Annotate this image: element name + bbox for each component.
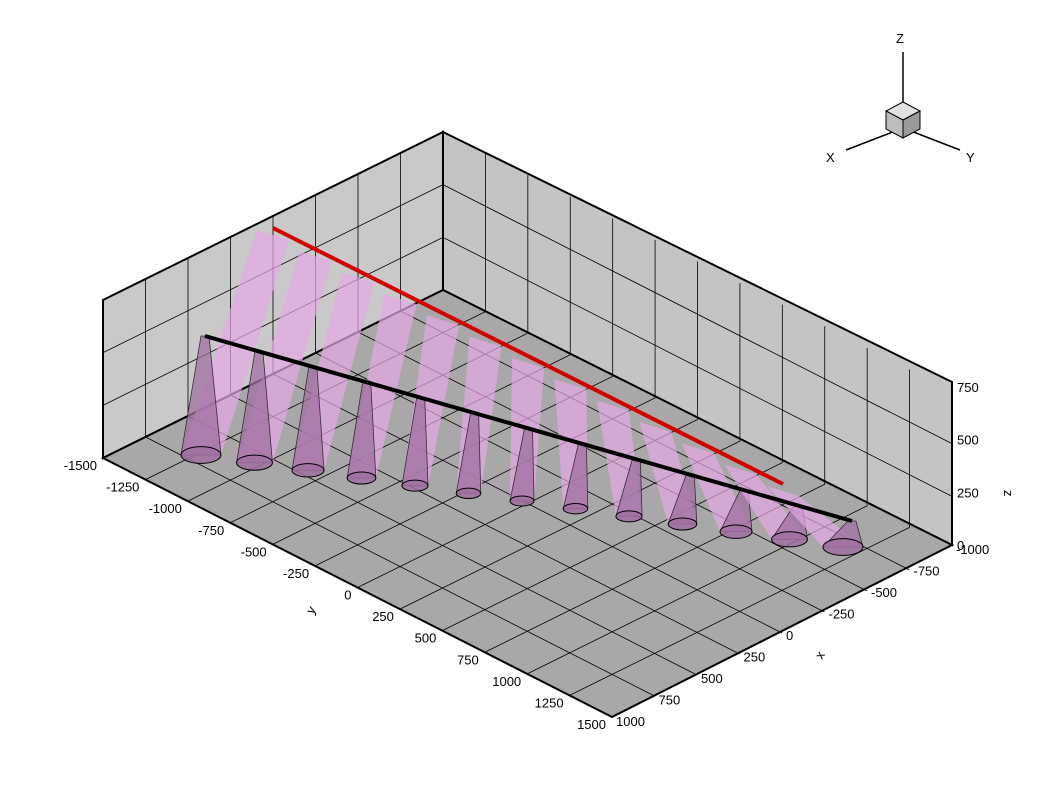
- y-tick-label: 1250: [535, 695, 564, 710]
- x-tick-label: 0: [786, 628, 793, 643]
- cone-base: [667, 517, 698, 531]
- z-tick-label: 250: [957, 485, 979, 500]
- cone-base: [615, 510, 643, 523]
- x-axis-label: x: [812, 648, 828, 662]
- y-tick-label: 500: [415, 631, 437, 646]
- y-axis-label: y: [303, 603, 319, 617]
- y-tick-label: 750: [457, 652, 479, 667]
- cone-base: [180, 446, 222, 464]
- cone-base: [771, 531, 808, 548]
- cone-base: [562, 503, 589, 515]
- y-tick-label: -250: [283, 566, 309, 581]
- cone-base: [401, 479, 429, 492]
- z-axis-label: z: [1001, 490, 1016, 497]
- wall-grid-line: [442, 184, 953, 445]
- x-tick-label: -500: [871, 585, 897, 600]
- cone-base: [236, 454, 273, 471]
- red-line: [272, 226, 784, 486]
- x-tick-label: -1000: [956, 542, 989, 557]
- triad-y-label: Y: [966, 150, 975, 165]
- z-tick-label: 500: [957, 433, 979, 448]
- y-tick-label: 1000: [492, 674, 521, 689]
- y-tick-label: -1000: [149, 501, 182, 516]
- array-lines: [204, 226, 853, 523]
- cone-base: [346, 471, 377, 485]
- z-tick-label: 750: [957, 380, 979, 395]
- triad-x-label: X: [826, 150, 835, 165]
- z-tick-label: 0: [957, 538, 964, 553]
- cone-base: [719, 524, 753, 539]
- x-tick-label: -750: [914, 564, 940, 579]
- y-tick-label: -500: [241, 544, 267, 559]
- black-line: [204, 334, 853, 523]
- cone-base: [455, 487, 482, 499]
- y-tick-label: -1500: [64, 458, 97, 473]
- floor-grid-line: [145, 436, 655, 697]
- x-tick-label: 750: [659, 693, 681, 708]
- x-tick-label: 500: [701, 671, 723, 686]
- tick-labels: -1500 -1250 -1000 -750 -500 -250 0 250 500 750 100…: [64, 380, 990, 732]
- x-tick-label: 250: [744, 650, 766, 665]
- x-tick-label: -250: [829, 607, 855, 622]
- cone-base: [822, 538, 864, 556]
- y-tick-label: 1500: [577, 717, 606, 732]
- orientation-triad: Z X Y: [826, 31, 975, 165]
- wall-grid-line: [442, 236, 953, 497]
- y-tick-label: -1250: [106, 480, 139, 495]
- x-tick-label: 1000: [616, 714, 645, 729]
- triad-z-label: Z: [896, 31, 904, 46]
- wall-grid-line: [102, 236, 444, 406]
- beams: [180, 230, 864, 556]
- cone-base: [509, 495, 535, 507]
- y-tick-label: 0: [344, 588, 351, 603]
- cone-base: [291, 463, 325, 478]
- y-tick-label: 250: [372, 609, 394, 624]
- y-tick-label: -750: [198, 523, 224, 538]
